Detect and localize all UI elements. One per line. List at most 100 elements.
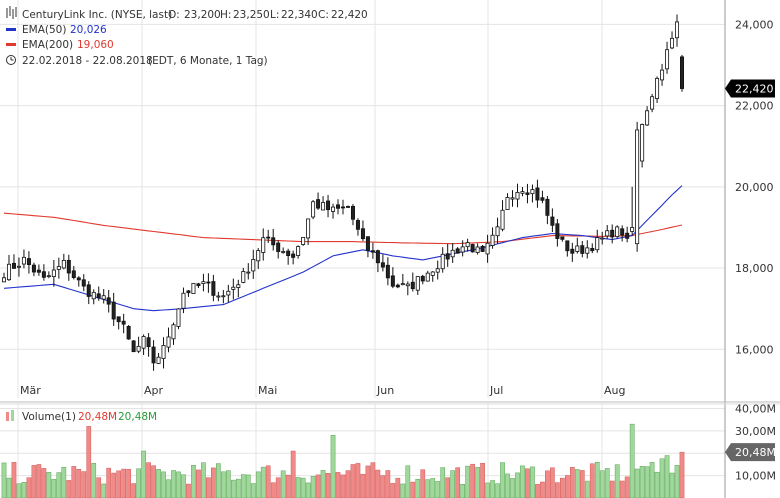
candle-body [635, 129, 640, 245]
volume-bar [345, 470, 351, 498]
candle-body [520, 191, 525, 194]
candle [370, 242, 375, 259]
legend-high: 23,250 [233, 9, 270, 21]
candle-body [176, 308, 181, 327]
candle [301, 237, 306, 246]
candle-body [400, 283, 405, 286]
candle-body [256, 250, 261, 262]
candle [126, 325, 131, 340]
volume-bar [330, 435, 336, 498]
candle [6, 254, 11, 282]
candle-body [480, 245, 485, 252]
candle [231, 278, 236, 300]
candle [16, 257, 21, 277]
candle-body [405, 283, 410, 287]
volume-bar [280, 470, 286, 498]
candle [246, 263, 251, 280]
candle-body [51, 269, 56, 277]
candle [76, 276, 81, 287]
candle-body [475, 246, 480, 253]
volume-bar [440, 467, 446, 498]
volume-bar [66, 480, 72, 498]
candle [316, 192, 321, 210]
candle-body [410, 281, 415, 290]
candle [445, 243, 450, 267]
volume-bar [181, 474, 186, 498]
candle [470, 243, 475, 253]
chart-type-icon [6, 6, 17, 19]
candle-body [181, 292, 186, 309]
candle [266, 229, 271, 243]
candle [276, 240, 281, 259]
volume-bar [460, 484, 465, 498]
candle-body [420, 275, 425, 282]
candle-body [276, 242, 281, 252]
volume-bar [11, 462, 17, 498]
volume-bar [525, 468, 530, 498]
candle-body [251, 259, 256, 272]
grid-lines [0, 0, 725, 498]
volume-bar [325, 473, 331, 498]
candle-body [136, 345, 141, 352]
volume-bar [644, 466, 650, 498]
volume-bar [470, 463, 475, 498]
candle [630, 186, 635, 236]
ema50-swatch [6, 28, 16, 31]
legend-range: 22.02.2018 - 22.08.2018 [22, 55, 153, 67]
candle [96, 286, 101, 301]
candle-body [390, 275, 395, 287]
volume-bar [96, 477, 102, 498]
candle-body [610, 229, 615, 238]
volume-bar [395, 477, 401, 498]
candle [161, 337, 166, 369]
candle-body [545, 198, 550, 216]
candle [26, 251, 31, 274]
candle-body [570, 248, 575, 254]
candle-body [425, 272, 430, 282]
candle-body [311, 201, 316, 218]
candle-body [445, 253, 450, 260]
candle [281, 247, 286, 254]
candle-body [191, 282, 196, 295]
candle [46, 271, 51, 279]
candle-body [26, 258, 31, 266]
candle-body [340, 206, 345, 209]
candle [251, 249, 256, 279]
candle-body [321, 202, 326, 211]
candle-body [41, 271, 46, 278]
volume-bar [76, 469, 82, 498]
candle [640, 123, 645, 168]
candle-body [336, 204, 341, 209]
candle [600, 231, 605, 245]
volume-bar [320, 470, 326, 498]
volume-bar [629, 423, 635, 498]
current-volume-label: 20,48M [735, 446, 776, 459]
candle-body [680, 56, 685, 89]
candle [530, 184, 535, 203]
candle [620, 225, 625, 242]
candle-body [595, 237, 600, 251]
candle-body [316, 199, 321, 209]
candle [665, 41, 670, 74]
candle [500, 200, 505, 232]
candle [680, 54, 685, 92]
candle [171, 322, 176, 345]
candle [615, 225, 620, 239]
candle [605, 224, 610, 240]
candle [515, 183, 520, 208]
candle-body [211, 281, 216, 296]
candle [585, 240, 590, 259]
volume-bar [26, 477, 32, 498]
candle [455, 247, 460, 254]
candle [400, 273, 405, 286]
candle [670, 31, 675, 50]
volume-bar [619, 480, 625, 498]
candle-body [375, 250, 380, 264]
volume-bar [201, 462, 206, 498]
candle [490, 227, 495, 249]
candle [520, 186, 525, 197]
volume-bar [146, 462, 151, 498]
candle [425, 270, 430, 282]
candle [660, 63, 665, 86]
candle [480, 245, 485, 253]
